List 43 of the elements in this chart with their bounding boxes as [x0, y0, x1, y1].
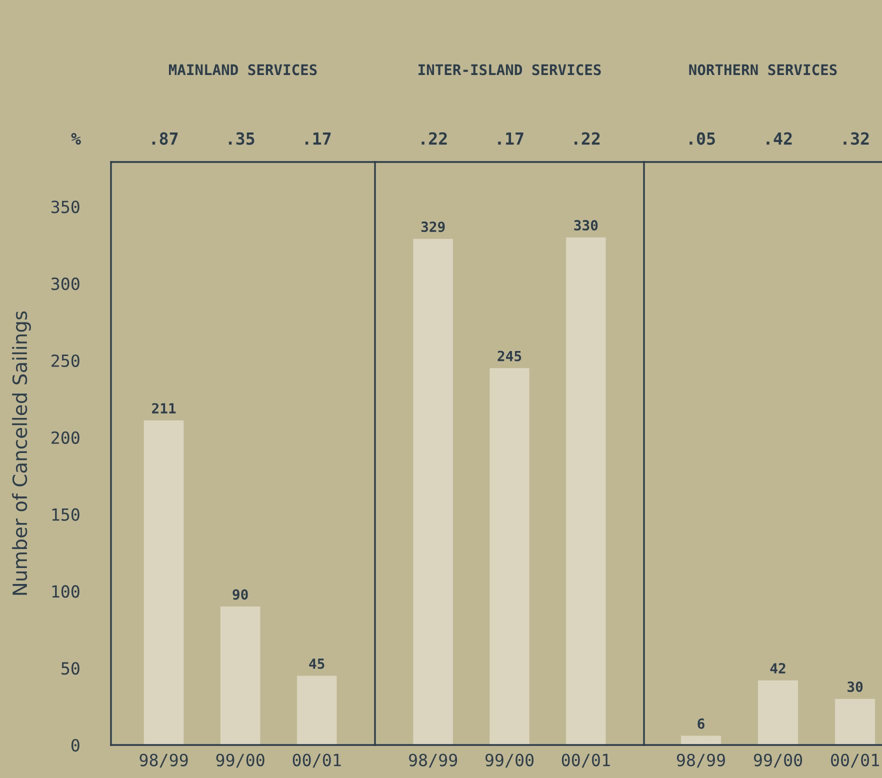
text: .22 — [574, 132, 600, 145]
x-tick-label: 98/99 — [676, 754, 725, 768]
y-tick-label: 50 — [62, 662, 80, 675]
y-tick-label: 200 — [52, 431, 80, 444]
chart-title: NORTHERN SERVICES — [689, 64, 837, 76]
text: .42 — [766, 132, 792, 145]
y-tick-label: 300 — [51, 278, 80, 290]
bar — [144, 420, 184, 745]
data-label: 30 — [848, 681, 863, 692]
y-tick-label: 250 — [52, 354, 80, 368]
data-label: 330 — [574, 220, 598, 231]
x-tick-label: 98/99 — [140, 754, 188, 768]
data-label: 245 — [498, 350, 522, 362]
y-tick-label: 100 — [52, 585, 80, 598]
data-label: 90 — [232, 589, 248, 600]
x-tick-label: 99/00 — [485, 754, 534, 768]
text: .05 — [690, 132, 715, 145]
data-label: 6 — [698, 718, 704, 729]
text: % — [71, 132, 81, 145]
x-tick-label: 99/00 — [216, 754, 264, 768]
bar — [220, 606, 260, 745]
data-label: 329 — [421, 222, 445, 232]
data-label: 45 — [309, 658, 324, 669]
text: .35 — [228, 132, 254, 145]
x-tick-label: 98/99 — [409, 754, 458, 768]
chart-title: INTER-ISLAND SERVICES — [418, 64, 601, 76]
x-tick-label: 00/01 — [562, 754, 610, 768]
bar — [296, 676, 337, 745]
x-tick-label: 00/01 — [831, 754, 879, 768]
y-axis-title: Number of Cancelled Sailings — [12, 311, 31, 595]
text: .17 — [498, 132, 524, 145]
y-tick-label: 150 — [52, 508, 80, 521]
chart-title: MAINLAND SERVICES — [168, 64, 317, 76]
text: .87 — [152, 132, 178, 145]
text: .22 — [422, 132, 447, 145]
y-tick-label: 0 — [71, 739, 80, 752]
y-tick-label: 350 — [51, 200, 80, 214]
data-label: 211 — [152, 403, 176, 414]
x-tick-label: 99/00 — [754, 754, 802, 768]
text: .32 — [844, 132, 869, 145]
text: .17 — [305, 132, 331, 145]
data-label: 42 — [770, 663, 786, 674]
x-tick-label: 00/01 — [292, 754, 341, 768]
